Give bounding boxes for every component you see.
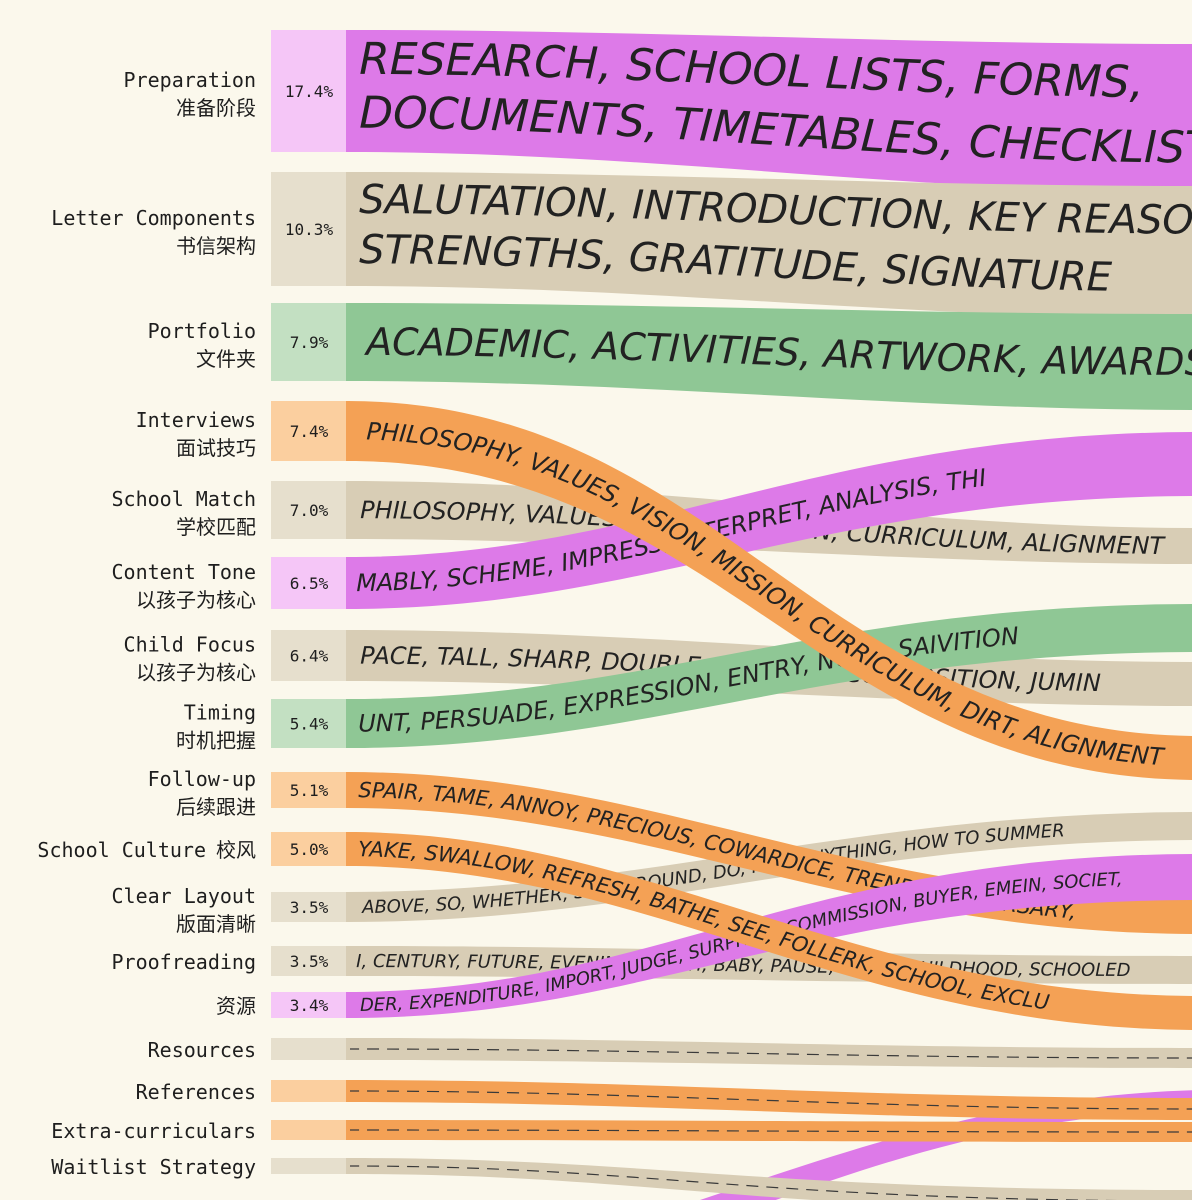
category-label-zh: 时机把握 [176, 729, 256, 753]
source-block-edge-3 [346, 401, 350, 461]
source-block-edge-11 [346, 946, 350, 976]
source-block-edge-12 [346, 992, 350, 1018]
source-block-13 [271, 1038, 348, 1060]
source-block-edge-10 [346, 892, 350, 922]
source-block-15 [271, 1120, 348, 1140]
source-block-5 [271, 557, 348, 609]
source-block-edge-0 [346, 30, 350, 152]
category-label-zh: 后续跟进 [176, 795, 256, 819]
category-percentage: 7.0% [290, 501, 329, 520]
source-block-edge-15 [346, 1120, 350, 1140]
source-block-edge-6 [346, 630, 350, 681]
source-block-edge-7 [346, 699, 350, 748]
category-label-en: Interviews [136, 408, 256, 432]
category-label-en: Portfolio [148, 319, 256, 343]
source-block-edge-2 [346, 303, 350, 381]
flow-band-5 [347, 432, 1192, 609]
category-label-zh: 面试技巧 [176, 436, 256, 460]
category-label-zh: 以孩子为核心 [136, 661, 256, 685]
category-percentage: 3.5% [290, 952, 329, 971]
category-label-zh: 版面清晰 [176, 912, 256, 936]
source-blocks-layer [271, 30, 350, 1174]
category-label-zh: 学校匹配 [176, 515, 256, 539]
category-label-zh: 以孩子为核心 [136, 588, 256, 612]
flow-band-dashes-14 [346, 1090, 1192, 1110]
category-label: Proofreading [112, 950, 257, 974]
category-label: References [136, 1080, 256, 1104]
source-block-edge-14 [346, 1080, 350, 1102]
source-block-0 [271, 30, 348, 152]
flow-band-dashes-15 [346, 1129, 1192, 1133]
source-block-edge-1 [346, 172, 350, 286]
category-label: School Culture 校风 [37, 838, 256, 862]
source-block-edge-4 [346, 481, 350, 539]
category-label: Extra-curriculars [51, 1119, 256, 1143]
category-percentage: 5.1% [290, 781, 329, 800]
category-label-en: Follow-up [148, 767, 256, 791]
category-label: Waitlist Strategy [51, 1155, 256, 1179]
flow-band-16 [347, 1158, 1192, 1200]
category-label-zh: 准备阶段 [176, 96, 256, 120]
category-percentage: 7.9% [290, 333, 329, 352]
labels-layer: 17.4% Preparation 准备阶段 10.3% Letter Componen… [37, 68, 333, 1179]
flow-band-9 [347, 832, 1192, 1030]
flow-band-3 [347, 401, 1192, 780]
source-block-7 [271, 699, 348, 748]
category-label-en: School Match [112, 487, 257, 511]
category-label-en: Preparation [124, 68, 256, 92]
category-label: Resources [148, 1038, 256, 1062]
category-percentage: 7.4% [290, 422, 329, 441]
category-percentage: 3.5% [290, 898, 329, 917]
flow-band-13 [347, 1038, 1192, 1068]
category-percentage: 17.4% [285, 82, 334, 101]
category-label-zh: 书信架构 [176, 234, 256, 258]
source-block-edge-5 [346, 557, 350, 609]
flow-band-dashes-16 [346, 1165, 1121, 1200]
category-percentage: 3.4% [290, 996, 329, 1015]
source-block-edge-8 [346, 772, 350, 808]
source-block-2 [271, 303, 348, 381]
source-block-4 [271, 481, 348, 539]
source-block-14 [271, 1080, 348, 1102]
category-percentage: 5.0% [290, 840, 329, 859]
source-block-3 [271, 401, 348, 461]
category-label-en: Child Focus [124, 633, 256, 657]
source-block-6 [271, 630, 348, 681]
source-block-9 [271, 832, 348, 866]
source-block-edge-9 [346, 832, 350, 866]
flow-band-7 [347, 604, 1192, 748]
source-block-8 [271, 772, 348, 808]
source-block-edge-16 [346, 1158, 350, 1174]
flow-band-2 [347, 303, 1192, 410]
source-block-16 [271, 1158, 348, 1174]
flow-band-dashes-13 [346, 1048, 1192, 1059]
source-block-1 [271, 172, 348, 286]
category-label-en: Letter Components [51, 206, 256, 230]
flow-band-1 [347, 172, 1192, 318]
source-block-edge-13 [346, 1038, 350, 1060]
flow-band-0 [347, 30, 1192, 192]
category-label-en: Timing [184, 701, 256, 725]
category-label-zh: 文件夹 [196, 347, 256, 371]
category-percentage: 6.4% [290, 647, 329, 666]
category-label-en: Clear Layout [112, 884, 257, 908]
source-block-12 [271, 992, 348, 1018]
source-block-10 [271, 892, 348, 922]
category-percentage: 5.4% [290, 715, 329, 734]
source-block-11 [271, 946, 348, 976]
category-label-en: Content Tone [112, 560, 257, 584]
category-percentage: 10.3% [285, 220, 334, 239]
category-percentage: 6.5% [290, 574, 329, 593]
category-label: 资源 [216, 994, 256, 1018]
